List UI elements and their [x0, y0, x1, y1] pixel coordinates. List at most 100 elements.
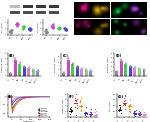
- Point: [124, 63, 126, 65]
- Point: [85, 111, 88, 113]
- Point: [15, 23, 18, 25]
- Point: [45, 31, 47, 33]
- Point: [9, 72, 12, 74]
- Point: [52, 26, 54, 28]
- Point: [45, 29, 47, 30]
- Point: [18, 64, 21, 66]
- Point: [70, 108, 72, 110]
- Point: [143, 69, 146, 71]
- Point: [37, 70, 39, 72]
- Point: [134, 115, 136, 117]
- Point: [72, 64, 74, 66]
- Point: [81, 68, 83, 70]
- Text: (D): (D): [115, 54, 122, 58]
- Point: [75, 114, 77, 116]
- Point: [46, 31, 48, 33]
- Point: [95, 114, 97, 116]
- Point: [75, 100, 77, 102]
- Point: [32, 69, 34, 71]
- Point: [81, 68, 83, 70]
- Point: [129, 65, 132, 67]
- Point: [71, 64, 74, 66]
- Point: [67, 59, 70, 61]
- Point: [65, 28, 67, 30]
- Point: [133, 66, 136, 68]
- Point: [75, 99, 77, 101]
- Point: [58, 27, 61, 29]
- Point: [144, 113, 146, 115]
- Point: [19, 63, 21, 65]
- Point: [90, 114, 92, 116]
- Point: [134, 113, 136, 115]
- Point: [64, 27, 67, 29]
- Point: [67, 60, 70, 62]
- Point: [117, 109, 120, 111]
- Point: [89, 70, 91, 71]
- Point: [143, 69, 145, 71]
- Point: [79, 97, 82, 99]
- Point: [89, 114, 92, 116]
- Point: [144, 114, 146, 116]
- Bar: [62, 73, 65, 76]
- Point: [22, 28, 24, 30]
- Point: [9, 72, 12, 74]
- Point: [124, 94, 126, 96]
- Point: [95, 113, 98, 115]
- Point: [133, 67, 136, 69]
- Point: [80, 110, 82, 112]
- Point: [19, 63, 21, 65]
- Point: [129, 104, 131, 106]
- Point: [9, 72, 12, 74]
- Point: [128, 108, 130, 110]
- Point: [23, 66, 25, 68]
- Point: [76, 66, 79, 68]
- Point: [76, 66, 78, 68]
- Point: [44, 30, 47, 32]
- Y-axis label: Relative level: Relative level: [108, 57, 110, 72]
- Point: [67, 60, 70, 62]
- Point: [27, 67, 30, 69]
- Point: [94, 115, 96, 117]
- Point: [133, 67, 136, 69]
- Point: [138, 68, 141, 70]
- Point: [32, 69, 35, 71]
- Point: [138, 67, 140, 69]
- Point: [70, 109, 72, 111]
- Point: [22, 26, 24, 28]
- Point: [90, 70, 92, 72]
- Point: [72, 63, 74, 65]
- Text: (E): (E): [8, 94, 14, 98]
- Point: [23, 66, 25, 68]
- Point: [118, 108, 121, 110]
- Point: [129, 65, 132, 67]
- Point: [138, 69, 141, 71]
- Point: [123, 97, 125, 99]
- Point: [134, 68, 136, 70]
- Point: [138, 69, 140, 71]
- Point: [81, 69, 84, 71]
- Point: [52, 26, 54, 28]
- Bar: [32, 70, 35, 76]
- Point: [69, 116, 72, 118]
- Point: [27, 66, 29, 68]
- X-axis label: Time (ms): Time (ms): [23, 120, 34, 122]
- Point: [10, 32, 13, 34]
- Point: [14, 60, 16, 62]
- Point: [134, 66, 136, 68]
- Point: [67, 60, 69, 62]
- Point: [37, 69, 39, 71]
- Y-axis label: Peak (pA/pF): Peak (pA/pF): [62, 99, 64, 113]
- Point: [123, 95, 126, 97]
- Point: [63, 72, 65, 74]
- Point: [120, 62, 123, 64]
- Bar: [124, 65, 127, 76]
- Point: [85, 111, 87, 113]
- Point: [80, 106, 83, 108]
- Point: [9, 72, 11, 74]
- Point: [118, 109, 121, 111]
- Bar: [67, 60, 70, 76]
- Point: [14, 60, 17, 62]
- Point: [62, 72, 65, 74]
- Point: [85, 115, 87, 117]
- Point: [125, 64, 127, 66]
